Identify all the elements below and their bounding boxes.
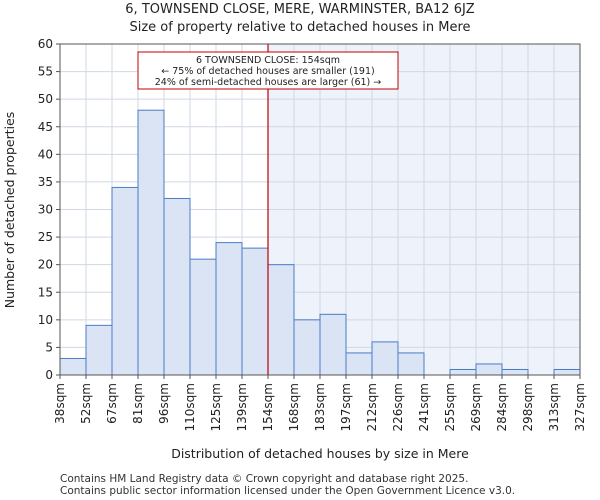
- x-tick-label: 125sqm: [209, 383, 223, 431]
- x-tick-label: 255sqm: [443, 383, 457, 431]
- x-tick-label: 226sqm: [391, 383, 405, 431]
- x-tick-label: 241sqm: [417, 383, 431, 431]
- bar: [371, 341, 399, 376]
- y-tick-label: 25: [38, 230, 53, 244]
- bar: [319, 313, 347, 376]
- chart-subtitle: Size of property relative to detached ho…: [129, 20, 471, 35]
- y-tick-label: 5: [45, 340, 53, 354]
- y-axis-label: Number of detached properties: [2, 112, 17, 309]
- x-tick-label: 154sqm: [261, 383, 275, 431]
- annotation-line-3: 24% of semi-detached houses are larger (…: [155, 77, 382, 88]
- annotation-box: [137, 51, 399, 90]
- property-annotation: 6 TOWNSEND CLOSE: 154sqm ← 75% of detach…: [137, 51, 399, 90]
- bar: [215, 242, 243, 376]
- x-tick-label: 298sqm: [521, 383, 535, 431]
- x-tick-label: 183sqm: [313, 383, 327, 431]
- bar: [449, 368, 477, 376]
- bar: [137, 109, 165, 376]
- x-tick-label: 67sqm: [105, 383, 119, 424]
- y-tick-label: 10: [38, 313, 53, 327]
- footer-line-2: Contains public sector information licen…: [60, 485, 516, 497]
- y-tick-label: 55: [38, 65, 53, 79]
- x-tick-label: 52sqm: [79, 383, 93, 424]
- y-tick-label: 50: [38, 92, 53, 106]
- x-tick-label: 168sqm: [287, 383, 301, 431]
- bar: [85, 324, 113, 376]
- x-axis-label: Distribution of detached houses by size …: [171, 446, 469, 461]
- bar: [241, 247, 269, 376]
- x-tick-label: 212sqm: [365, 383, 379, 431]
- x-tick-label: 313sqm: [547, 383, 561, 431]
- x-tick-label: 269sqm: [469, 383, 483, 431]
- bar: [59, 357, 87, 376]
- x-tick-label: 327sqm: [573, 383, 587, 431]
- y-tick-label: 30: [38, 203, 53, 217]
- annotation-line-1: 6 TOWNSEND CLOSE: 154sqm: [196, 55, 340, 66]
- x-tick-label: 110sqm: [183, 383, 197, 431]
- footer-line-1: Contains HM Land Registry data © Crown c…: [60, 473, 469, 485]
- bar: [475, 363, 503, 376]
- bar: [111, 186, 139, 376]
- y-tick-label: 0: [45, 368, 53, 382]
- x-tick-label: 284sqm: [495, 383, 509, 431]
- bar: [553, 368, 581, 376]
- annotation-line-2: ← 75% of detached houses are smaller (19…: [161, 66, 374, 77]
- y-tick-label: 60: [38, 37, 53, 51]
- x-tick-label: 38sqm: [53, 383, 67, 424]
- x-tick-label: 96sqm: [157, 383, 171, 424]
- y-tick-label: 45: [38, 120, 53, 134]
- bar: [501, 368, 529, 376]
- bar: [163, 197, 191, 376]
- bar: [189, 258, 217, 376]
- y-tick-label: 15: [38, 285, 53, 299]
- x-tick-label: 139sqm: [235, 383, 249, 431]
- bar: [345, 352, 373, 376]
- y-tick-label: 35: [38, 175, 53, 189]
- x-tick-label: 197sqm: [339, 383, 353, 431]
- chart-title: 6, TOWNSEND CLOSE, MERE, WARMINSTER, BA1…: [125, 2, 475, 17]
- y-tick-label: 20: [38, 258, 53, 272]
- bar: [293, 319, 321, 376]
- y-tick-label: 40: [38, 147, 53, 161]
- x-tick-label: 81sqm: [131, 383, 145, 424]
- bar: [267, 264, 295, 376]
- bar: [397, 352, 425, 376]
